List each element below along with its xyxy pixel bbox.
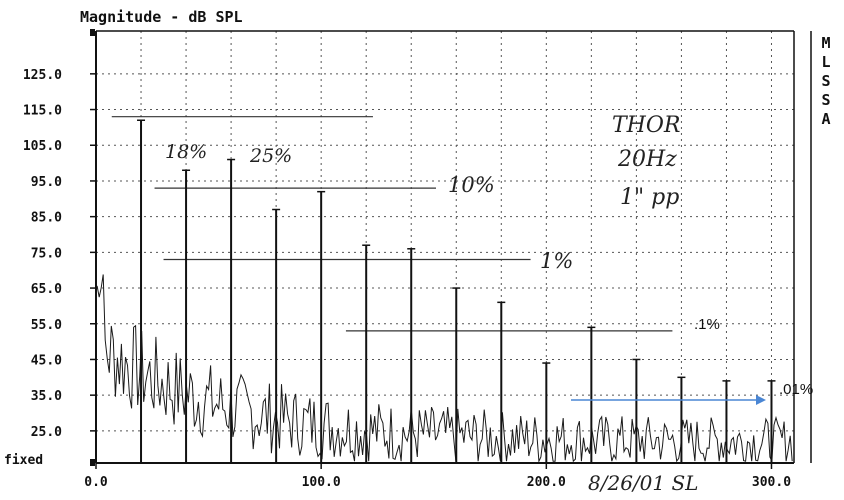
y-tick-label: 55.0 (31, 318, 62, 333)
y-tick-label: 25.0 (31, 425, 62, 440)
tick-labels: 25.0 35.0 45.0 55.0 65.0 75.0 85.0 95.0 105.0 115… (23, 68, 791, 490)
date-signature: 8/26/01 SL (588, 471, 698, 495)
axes-frame (90, 29, 812, 469)
x-tick-label: 200.0 (527, 475, 566, 490)
noise-trace (96, 274, 793, 464)
side-label-letter: L (821, 53, 830, 71)
x-tick-label: 300.0 (752, 475, 791, 490)
annotation-0.01pct: .01% (779, 381, 813, 398)
handwritten-annotations: 18% 25% 10% 1% THOR 20Hz 1" pp 8/26/01 S… (165, 113, 698, 495)
side-label-letter: S (821, 72, 830, 90)
chart-title: Magnitude - dB SPL (80, 8, 243, 26)
y-tick-label: 35.0 (31, 389, 62, 404)
note-line-1: THOR (612, 113, 680, 138)
corner-marker (90, 29, 95, 36)
annotation-25pct: 25% (249, 145, 292, 167)
arrow-head (756, 395, 766, 405)
y-tick-label: 85.0 (31, 211, 62, 226)
annotation-1pct: 1% (540, 249, 573, 273)
y-bottom-label: fixed (4, 453, 43, 468)
y-tick-label: 65.0 (31, 282, 62, 297)
y-tick-label: 105.0 (23, 139, 62, 154)
y-tick-label: 115.0 (23, 104, 62, 119)
y-tick-label: 45.0 (31, 353, 62, 368)
corner-marker (90, 459, 95, 466)
annotation-18pct: 18% (165, 141, 207, 163)
side-label-letter: S (821, 91, 830, 109)
side-label-letter: A (821, 110, 830, 128)
annotation-0.1pct: .1% (694, 316, 720, 333)
harmonic-peaks (137, 119, 776, 463)
note-line-3: 1" pp (620, 185, 679, 210)
y-tick-label: 125.0 (23, 68, 62, 83)
blue-arrow (571, 395, 766, 405)
noise-floor (96, 274, 793, 464)
annotation-10pct: 10% (448, 173, 495, 197)
x-tick-label: 100.0 (302, 475, 341, 490)
side-label-letter: M (821, 34, 830, 52)
reference-lines (111, 116, 673, 332)
note-line-2: 20Hz (617, 147, 677, 172)
grid-lines (96, 31, 794, 463)
y-tick-label: 95.0 (31, 175, 62, 190)
side-label: M L S S A (821, 34, 830, 128)
y-tick-label: 75.0 (31, 246, 62, 261)
x-tick-label: 0.0 (84, 475, 108, 490)
